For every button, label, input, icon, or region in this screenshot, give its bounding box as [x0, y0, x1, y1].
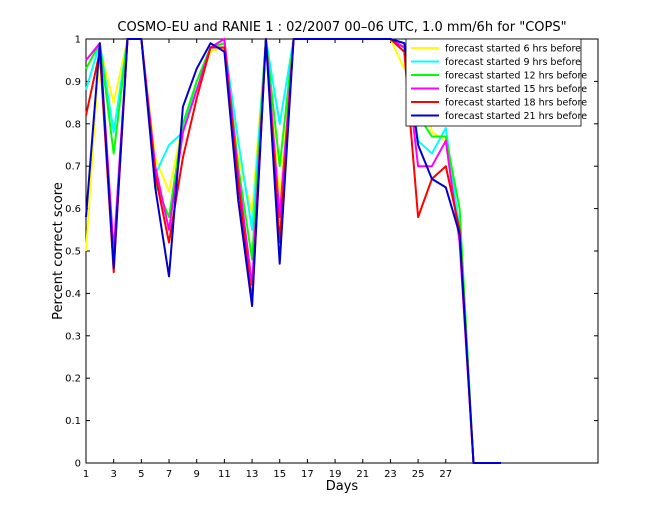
- series-line: [85, 38, 502, 464]
- y-tick-label: 1: [75, 35, 81, 46]
- x-tick-label: 1: [83, 469, 89, 480]
- x-tick-label: 3: [110, 469, 116, 480]
- y-tick-label: 0.5: [65, 247, 81, 258]
- x-tick-label: 25: [412, 469, 425, 480]
- y-axis-label: Percent correct score: [51, 182, 66, 320]
- x-tick-label: 15: [273, 469, 286, 480]
- y-tick-label: 0.2: [65, 374, 81, 385]
- x-axis-label: Days: [326, 479, 359, 494]
- legend-label: forecast started 21 hrs before: [445, 111, 587, 122]
- chart-title: COSMO-EU and RANIE 1 : 02/2007 00–06 UTC…: [117, 20, 566, 35]
- x-tick-label: 11: [218, 469, 231, 480]
- x-tick-label: 9: [194, 469, 200, 480]
- x-tick-label: 21: [356, 469, 369, 480]
- x-tick-label: 7: [166, 469, 172, 480]
- legend-label: forecast started 12 hrs before: [445, 71, 587, 82]
- series-lines: [85, 38, 502, 464]
- legend: forecast started 6 hrs before forecast st…: [405, 38, 587, 127]
- x-tick-label: 5: [138, 469, 144, 480]
- y-tick-label: 0.9: [65, 77, 81, 88]
- legend-box: [405, 38, 582, 127]
- legend-label: forecast started 18 hrs before: [445, 98, 587, 109]
- x-tick-label: 23: [384, 469, 397, 480]
- x-tick-label: 13: [246, 469, 259, 480]
- x-tick-label: 17: [301, 469, 314, 480]
- x-tick-label: 27: [439, 469, 452, 480]
- axis-ticks: 1 3 5 7 9 11 13 15 17 19 21 23 25 2700.10.20.30.40.50…: [65, 35, 598, 480]
- x-tick-label: 19: [329, 469, 342, 480]
- y-tick-label: 0.8: [65, 119, 81, 130]
- y-tick-label: 0.1: [65, 416, 81, 427]
- legend-label: forecast started 9 hrs before: [445, 57, 581, 68]
- y-tick-label: 0.7: [65, 162, 81, 173]
- y-tick-label: 0.6: [65, 204, 81, 215]
- legend-label: forecast started 15 hrs before: [445, 84, 587, 95]
- y-tick-label: 0: [75, 459, 81, 470]
- legend-label: forecast started 6 hrs before: [445, 44, 581, 55]
- y-tick-label: 0.4: [65, 289, 81, 300]
- y-tick-label: 0.3: [65, 331, 81, 342]
